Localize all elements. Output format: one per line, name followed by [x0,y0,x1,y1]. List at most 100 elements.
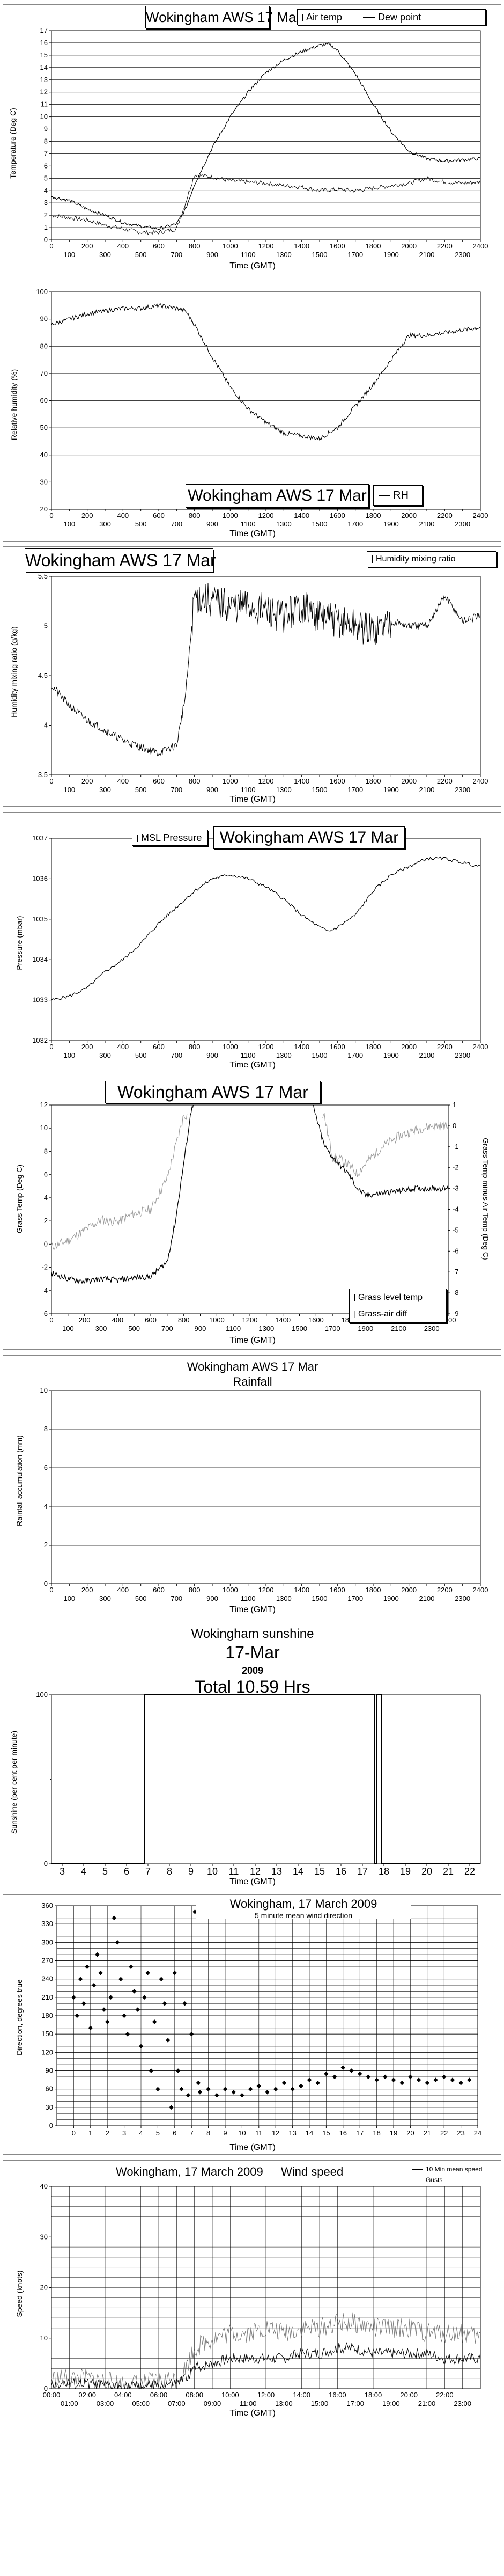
x-tick-label: 12 [272,2129,279,2137]
y-tick-label: 80 [40,342,48,350]
y-tick-label: 270 [41,1957,53,1965]
x-tick-label: 2000 [401,777,417,785]
wind-direction-point [324,2071,329,2076]
x-tick-label: 7 [190,2129,194,2137]
x-tick-label: 800 [178,1316,190,1324]
wind-direction-point [265,2090,270,2095]
wind-direction-point [75,2013,79,2018]
x-tick-label: 400 [117,511,129,519]
y-tick-label: 2 [44,1217,48,1225]
x-tick-label: 1500 [292,1324,307,1333]
wind-speed-legend: 10 Min mean speed Gusts [411,2164,496,2185]
grass-level-temp-line [311,1105,448,1198]
wind-direction-point [172,1971,177,1975]
mixing-ratio-ylabel: Humidity mixing ratio (g/kg) [10,626,18,718]
y-tick-label: 40 [40,451,48,459]
wind-direction-point [349,2068,354,2073]
wind-direction-point [186,2092,191,2098]
wind-direction-title-text: Wokingham, 17 March 2009 [229,1897,377,1911]
x-tick-label: 1300 [276,1051,292,1059]
x-tick-label: 14:00 [293,2391,310,2399]
y-tick-label: 6 [44,1463,48,1472]
x-tick-label: 14 [306,2129,313,2137]
grass-level-temp-line [51,1105,194,1284]
wind-direction-point [281,2081,287,2085]
x-tick-label: 1 [88,2129,92,2137]
y-tick-label: 2 [44,1541,48,1549]
wind-direction-point [125,2031,130,2037]
x-tick-label: 2400 [473,1043,488,1051]
x-tick-label: 400 [117,777,129,785]
wind-direction-point [340,2065,346,2070]
y-tick-label: 4.5 [38,671,48,679]
x-tick-label: 13 [288,2129,296,2137]
wind-direction-point [433,2077,438,2082]
x-tick-label: 1300 [276,251,292,259]
x-tick-label: 0 [49,1043,53,1051]
x-tick-label: 1200 [258,511,274,519]
x-tick-label: 1700 [347,520,363,528]
x-tick-label: 900 [206,1594,218,1602]
x-tick-label: 2300 [455,786,470,794]
x-tick-label: 500 [135,251,147,259]
x-tick-label: 9 [223,2129,227,2137]
y-tick-label: 1034 [32,955,48,963]
x-tick-label: 3 [60,1866,65,1877]
pressure-line [51,856,480,1001]
y-tick-label: 120 [41,2048,53,2056]
x-tick-label: 2200 [437,511,453,519]
x-tick-label: 300 [99,1051,111,1059]
y-tick-label: 6 [44,1170,48,1179]
x-tick-label: 11 [255,2129,263,2137]
y-right-tick-label: -6 [453,1247,459,1255]
x-tick-label: 1900 [383,1594,399,1602]
wind-direction-point [81,2001,86,2006]
x-tick-label: 02:00 [78,2391,96,2399]
x-tick-label: 1100 [241,251,256,259]
y-tick-label: 10 [40,2334,48,2342]
y-tick-label: 8 [44,1147,48,1155]
x-tick-label: 2000 [401,1043,417,1051]
y-right-tick-label: -2 [453,1163,459,1172]
wind-direction-point [162,2001,167,2006]
x-tick-label: 6 [173,2129,176,2137]
x-tick-label: 500 [135,1051,147,1059]
x-tick-label: 2200 [437,242,453,250]
x-tick-label: 17 [357,1866,368,1877]
y-tick-label: 10 [40,1386,48,1394]
legend-msl-pressure: MSL Pressure [141,832,202,843]
x-tick-label: 2100 [419,520,435,528]
y-tick-label: 100 [36,1690,48,1699]
temperature-panel: 0 1 2 3 4 5 6 7 8 9 10 11 12 13 14 15 16 17 0 200 400 600 800 1… [3,4,501,275]
x-tick-label: 20 [406,2129,414,2137]
wind-direction-point [145,1971,150,1975]
x-tick-label: 2100 [419,786,435,794]
wind-direction-panel: 0 30 60 90 120 150 180 210 240 270 300 330 360 0 1 2 3 4 5… [3,1894,501,2155]
x-tick-label: 500 [135,1594,147,1602]
wind-direction-point [458,2081,463,2085]
y-tick-label: 60 [46,2085,53,2093]
pressure-xlabel: Time (GMT) [229,1060,276,1070]
x-tick-label: 24 [474,2129,481,2137]
wind-direction-point [135,2007,140,2012]
grass-temp-xlabel: Time (GMT) [229,1336,276,1345]
rainfall-xlabel: Time (GMT) [229,1605,276,1614]
x-tick-label: 100 [63,520,75,528]
y-tick-label: 11 [41,100,48,108]
x-tick-label: 2300 [455,251,470,259]
wind-direction-point [383,2074,388,2080]
y-tick-label: 360 [41,1901,53,1909]
wind-direction-point [138,2044,144,2049]
wind-direction-point [152,2019,157,2024]
mixing-ratio-line [51,583,480,757]
wind-direction-point [206,2087,211,2091]
x-tick-label: 700 [171,520,182,528]
x-tick-label: 7 [145,1866,151,1877]
x-tick-label: 2100 [391,1324,406,1333]
wind-direction-point [416,2077,421,2082]
x-tick-label: 00:00 [43,2391,61,2399]
y-tick-label: 0 [49,2121,53,2129]
x-tick-label: 1100 [241,520,256,528]
x-tick-label: 21 [443,1866,454,1877]
